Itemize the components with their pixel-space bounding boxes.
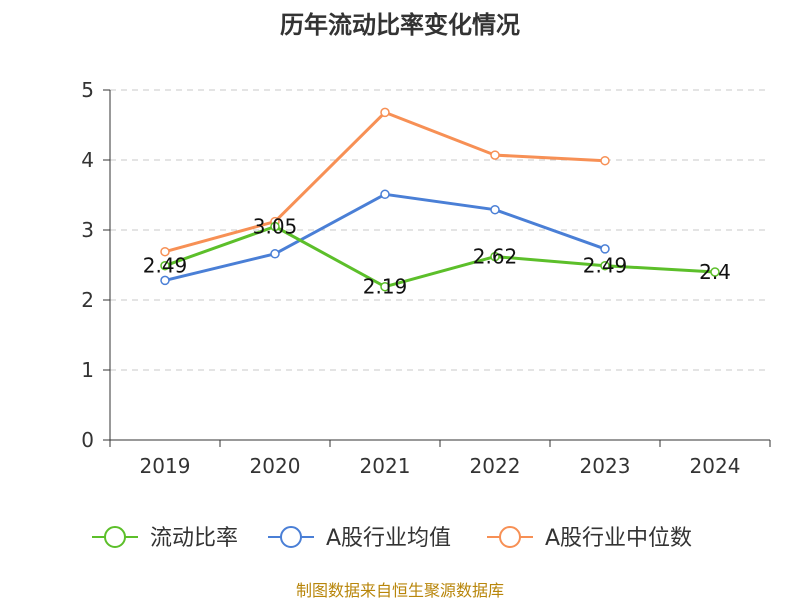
x-tick-label: 2023 <box>580 454 631 478</box>
x-tick-label: 2022 <box>470 454 521 478</box>
legend: 流动比率 A股行业均值 A股行业中位数 <box>92 526 692 551</box>
data-point <box>600 155 610 166</box>
x-tick-label: 2019 <box>140 454 191 478</box>
data-point <box>490 251 500 262</box>
legend-marker <box>280 526 302 548</box>
data-label: 2.4 <box>699 260 731 284</box>
y-tick-label: 4 <box>81 148 94 172</box>
data-point <box>380 107 390 118</box>
y-tick-label: 0 <box>81 428 94 452</box>
data-point <box>380 281 390 292</box>
data-point <box>490 204 500 215</box>
grid-lines <box>110 89 770 371</box>
data-label: 2.62 <box>473 245 518 269</box>
x-tick-label: 2021 <box>360 454 411 478</box>
legend-label: 流动比率 <box>150 526 238 551</box>
data-point <box>600 244 610 254</box>
legend-marker <box>499 526 521 548</box>
data-label: 3.05 <box>253 215 298 239</box>
data-point <box>160 246 170 257</box>
x-tick-label: 2024 <box>690 454 741 478</box>
data-label: 2.49 <box>583 254 628 278</box>
data-label: 2.49 <box>143 254 188 278</box>
y-tick-label: 1 <box>81 358 94 382</box>
series-line <box>164 225 716 289</box>
axes: 0 1 2 3 4 5 2019 2020 2021 2022 2023 2024 <box>81 78 771 478</box>
legend-label: A股行业均值 <box>326 526 451 551</box>
data-point <box>270 221 280 232</box>
y-tick-label: 3 <box>81 218 94 242</box>
source-note: 制图数据来自恒生聚源数据库 <box>296 581 504 600</box>
data-labels: 2.49 3.05 2.19 2.62 2.49 2.4 <box>143 215 731 299</box>
y-tick-label: 5 <box>81 78 94 102</box>
series-line <box>164 110 606 254</box>
data-label: 2.19 <box>363 275 408 299</box>
data-point <box>160 260 170 271</box>
series-group <box>160 107 720 292</box>
data-point <box>710 267 720 277</box>
legend-label: A股行业中位数 <box>545 526 692 551</box>
data-point <box>270 249 280 259</box>
x-tick-label: 2020 <box>250 454 301 478</box>
data-point <box>160 275 170 286</box>
legend-marker <box>104 526 126 548</box>
data-point <box>380 189 390 200</box>
chart-title: 历年流动比率变化情况 <box>280 11 520 39</box>
series-line <box>164 192 606 282</box>
y-tick-label: 2 <box>81 288 94 312</box>
data-point <box>490 150 500 160</box>
data-point <box>600 260 610 271</box>
